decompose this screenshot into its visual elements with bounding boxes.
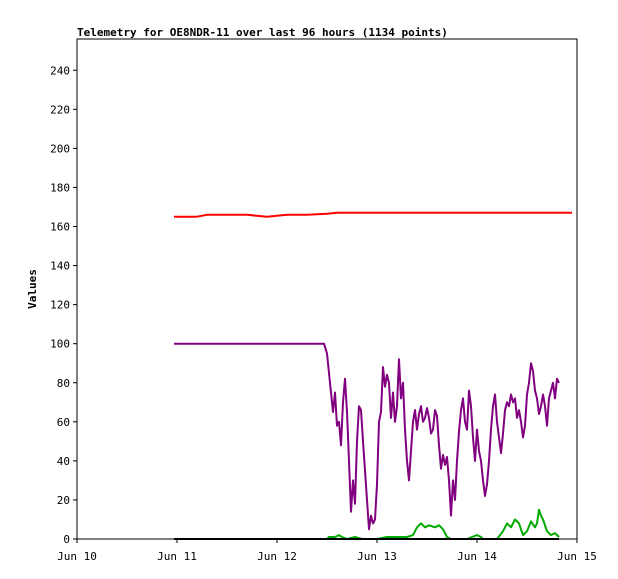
y-tick-label: 0: [63, 533, 70, 546]
series-line-0: [174, 211, 572, 218]
x-tick-label: Jun 12: [257, 550, 297, 563]
plot-area: [76, 38, 578, 540]
y-axis: 0 20 40 60 80 100 120 140 160 180 200 220 240: [50, 64, 77, 546]
chart-title: Telemetry for OE8NDR-11 over last 96 hou…: [77, 26, 448, 39]
y-tick-label: 120: [50, 299, 70, 312]
x-tick-label: Jun 13: [357, 550, 397, 563]
y-tick-label: 100: [50, 338, 70, 351]
y-tick-label: 200: [50, 142, 70, 155]
y-tick-label: 40: [57, 455, 70, 468]
y-axis-label: Values: [26, 269, 39, 309]
x-tick-label: Jun 10: [57, 550, 97, 563]
y-tick-label: 20: [57, 494, 70, 507]
y-tick-label: 180: [50, 181, 70, 194]
x-tick-label: Jun 15: [557, 550, 597, 563]
y-tick-label: 80: [57, 377, 70, 390]
y-tick-label: 220: [50, 103, 70, 116]
x-tick-label: Jun 14: [457, 550, 497, 563]
y-tick-label: 140: [50, 260, 70, 273]
y-tick-label: 60: [57, 416, 70, 429]
series-lines: [174, 211, 572, 540]
series-line-1: [174, 342, 560, 531]
y-tick-label: 160: [50, 221, 70, 234]
x-tick-label: Jun 11: [157, 550, 197, 563]
y-tick-label: 240: [50, 64, 70, 77]
x-axis: Jun 10 Jun 11 Jun 12 Jun 13 Jun 14 Jun 15: [57, 539, 597, 563]
